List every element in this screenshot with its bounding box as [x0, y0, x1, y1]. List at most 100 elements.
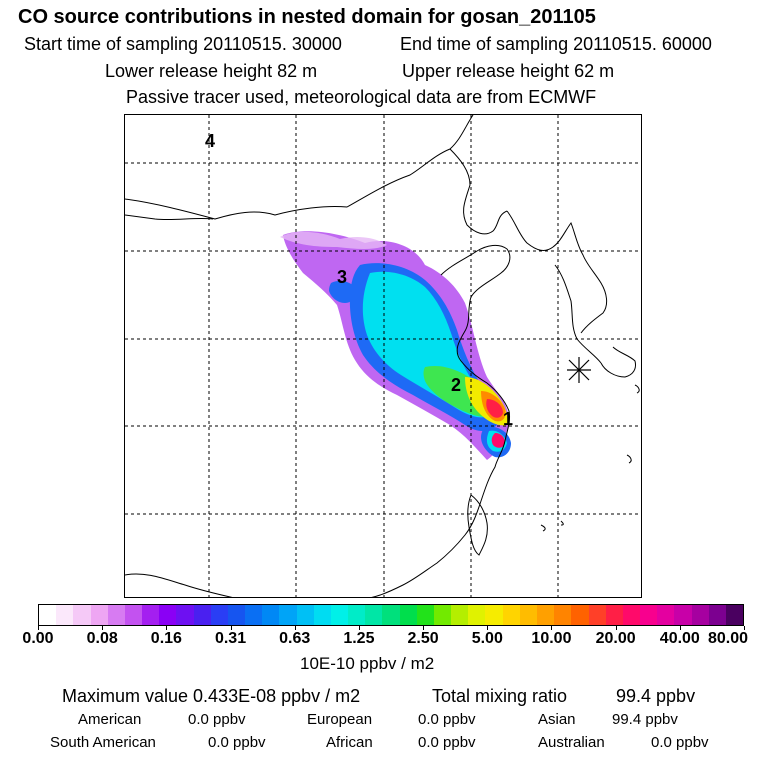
- colorbar-tick-label: 5.00: [471, 630, 503, 647]
- colorbar-segment: [485, 605, 503, 625]
- colorbar-segment: [313, 605, 331, 625]
- colorbar-segment: [296, 605, 314, 625]
- colorbar-segment: [348, 605, 366, 625]
- colorbar-segment: [502, 605, 520, 625]
- colorbar-tick: [230, 626, 232, 630]
- colorbar-tick-label: 2.50: [407, 630, 439, 647]
- colorbar-segment: [124, 605, 143, 625]
- region-name-south-american: South American: [50, 734, 156, 751]
- colorbar-segment: [605, 605, 623, 625]
- colorbar-segment: [451, 605, 469, 625]
- colorbar-tick: [615, 626, 617, 630]
- colorbar-segment: [433, 605, 452, 625]
- coastlines: [125, 115, 640, 597]
- colorbar-segment: [107, 605, 125, 625]
- region-name-australian: Australian: [538, 734, 605, 751]
- colorbar-tick: [102, 626, 104, 630]
- colorbar-tick-label: 1.25: [343, 630, 375, 647]
- region-value-african: 0.0 ppbv: [418, 734, 476, 751]
- colorbar-segment: [571, 605, 589, 625]
- colorbar-segment: [382, 605, 400, 625]
- lower-release-label: Lower release height 82 m: [105, 61, 318, 81]
- colorbar-tick: [294, 626, 296, 630]
- region-label-4: 4: [205, 131, 215, 151]
- colorbar-segment: [365, 605, 383, 625]
- colorbar-tick: [487, 626, 489, 630]
- colorbar-tick: [679, 626, 681, 630]
- colorbar-tick: [423, 626, 425, 630]
- colorbar-segment: [176, 605, 194, 625]
- colorbar-segment: [90, 605, 108, 625]
- colorbar-segment: [193, 605, 211, 625]
- region-label-2: 2: [451, 375, 461, 395]
- colorbar-tick: [166, 626, 168, 630]
- colorbar-segment: [554, 605, 572, 625]
- colorbar-segment: [622, 605, 641, 625]
- region-value-american: 0.0 ppbv: [188, 711, 246, 728]
- colorbar-segment: [657, 605, 675, 625]
- colorbar-segment: [674, 605, 692, 625]
- colorbar-tick: [551, 626, 553, 630]
- colorbar-tick-label: 0.00: [22, 630, 54, 647]
- colorbar-tick: [358, 626, 360, 630]
- upper-release-label: Upper release height 62 m: [402, 61, 615, 81]
- region-value-asian: 99.4 ppbv: [612, 711, 678, 728]
- plume-west: [329, 280, 356, 303]
- colorbar-tick-label: 10.00: [531, 630, 572, 647]
- colorbar-segment: [245, 605, 263, 625]
- grid-lines: [125, 115, 641, 597]
- region-name-european: European: [307, 711, 373, 728]
- asterisk-marker: [567, 357, 591, 383]
- colorbar-segment: [399, 605, 417, 625]
- colorbar-segment: [725, 605, 744, 625]
- colorbar-segment: [519, 605, 537, 625]
- colorbar-segment: [330, 605, 349, 625]
- tracer-label: Passive tracer used, meteorological data…: [126, 87, 597, 107]
- colorbar-units: 10E-10 ppbv / m2: [300, 654, 435, 673]
- map-panel: 4 3 2 1: [124, 114, 642, 598]
- colorbar-segment: [468, 605, 486, 625]
- colorbar-segment: [536, 605, 555, 625]
- colorbar-segment: [210, 605, 228, 625]
- colorbar-tick-label: 80.00: [707, 630, 749, 647]
- region-name-american: American: [78, 711, 142, 728]
- colorbar-tick-label: 0.16: [150, 630, 182, 647]
- start-time-label: Start time of sampling 20110515. 30000: [24, 34, 342, 54]
- colorbar-segment: [640, 605, 658, 625]
- region-label-1: 1: [503, 409, 513, 429]
- colorbar-tick-label: 20.00: [595, 630, 636, 647]
- colorbar-tick-label: 0.63: [279, 630, 311, 647]
- colorbar-tick-label: 0.08: [86, 630, 118, 647]
- colorbar-segment: [142, 605, 160, 625]
- colorbar-segment: [279, 605, 297, 625]
- region-value-south-american: 0.0 ppbv: [208, 734, 266, 751]
- colorbar-tick: [38, 626, 39, 630]
- colorbar-tick-label: 40.00: [659, 630, 700, 647]
- region-value-european: 0.0 ppbv: [418, 711, 476, 728]
- region-name-asian: Asian: [538, 711, 576, 728]
- colorbar: [38, 604, 744, 626]
- total-mixing-label: Total mixing ratio: [432, 686, 568, 706]
- colorbar-segment: [227, 605, 246, 625]
- plume-faint: [280, 231, 387, 249]
- end-time-label: End time of sampling 20110515. 60000: [400, 34, 712, 54]
- colorbar-segment: [588, 605, 606, 625]
- total-mixing-value: 99.4 ppbv: [616, 686, 696, 706]
- plume-red: [486, 399, 503, 418]
- max-value-label: Maximum value 0.433E-08 ppbv / m2: [62, 686, 361, 706]
- plume-south-hot: [491, 433, 505, 448]
- colorbar-segment: [691, 605, 709, 625]
- colorbar-segment: [159, 605, 177, 625]
- colorbar-tick: [744, 626, 745, 630]
- colorbar-segment: [262, 605, 280, 625]
- colorbar-segment: [708, 605, 726, 625]
- chart-title: CO source contributions in nested domain…: [18, 6, 596, 28]
- region-name-african: African: [326, 734, 373, 751]
- map-canvas: 4 3 2 1: [125, 115, 641, 597]
- colorbar-segment: [39, 605, 57, 625]
- colorbar-tick-label: 0.31: [214, 630, 247, 647]
- colorbar-segment: [73, 605, 91, 625]
- region-value-australian: 0.0 ppbv: [651, 734, 709, 751]
- colorbar-segment: [56, 605, 74, 625]
- colorbar-segment: [416, 605, 434, 625]
